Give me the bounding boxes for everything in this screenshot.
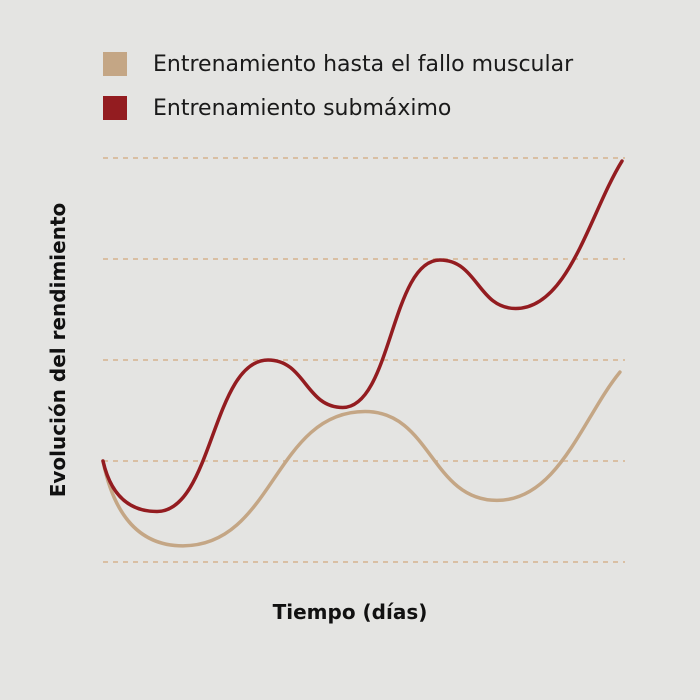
y-axis-label: Evolución del rendimiento [46,202,70,498]
legend-item-fallo: Entrenamiento hasta el fallo muscular [103,42,573,86]
x-axis-label: Tiempo (días) [272,600,428,624]
legend-item-submaximo: Entrenamiento submáximo [103,86,573,130]
legend-label: Entrenamiento submáximo [153,95,452,121]
legend: Entrenamiento hasta el fallo muscular En… [103,42,573,130]
legend-swatch-fallo [103,52,127,76]
legend-label: Entrenamiento hasta el fallo muscular [153,51,574,77]
series-line-submaximo [101,159,624,514]
series-line-fallo [101,370,622,548]
legend-swatch-submaximo [103,96,127,120]
